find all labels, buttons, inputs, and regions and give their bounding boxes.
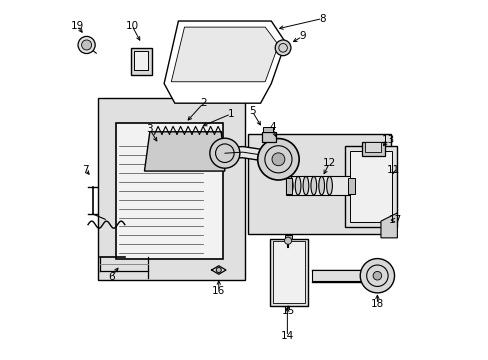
Bar [261, 132, 275, 143]
Bar [311, 270, 373, 281]
Ellipse shape [287, 176, 292, 195]
Text: 16: 16 [212, 287, 225, 296]
Text: 15: 15 [281, 306, 294, 316]
Text: 12: 12 [322, 158, 335, 168]
Polygon shape [144, 132, 224, 171]
Text: 9: 9 [299, 31, 305, 41]
Text: 2: 2 [200, 98, 206, 108]
Bar [263, 127, 272, 132]
Text: 1: 1 [227, 109, 234, 119]
Text: 11: 11 [386, 165, 400, 175]
Text: 3: 3 [146, 124, 153, 134]
Text: 14: 14 [280, 332, 293, 342]
Bar [365, 142, 381, 152]
Bar [285, 178, 291, 194]
Polygon shape [171, 27, 278, 82]
Text: 10: 10 [125, 21, 138, 31]
Bar [247, 134, 390, 234]
Text: 8: 8 [318, 14, 325, 23]
Bar [344, 146, 397, 227]
Bar [116, 123, 223, 258]
Bar [270, 239, 307, 306]
Circle shape [216, 267, 221, 273]
Ellipse shape [303, 176, 308, 195]
Bar [98, 98, 244, 280]
Circle shape [275, 40, 290, 56]
Polygon shape [380, 213, 397, 238]
Text: 18: 18 [370, 299, 383, 309]
Text: 19: 19 [71, 21, 84, 31]
Text: 5: 5 [248, 107, 255, 116]
Circle shape [257, 139, 299, 180]
Bar [349, 151, 391, 222]
Text: 17: 17 [388, 215, 401, 225]
Circle shape [360, 258, 394, 293]
Text: 4: 4 [268, 122, 275, 132]
Circle shape [81, 40, 91, 50]
Text: 13: 13 [381, 135, 394, 145]
Ellipse shape [318, 176, 324, 195]
Circle shape [372, 271, 381, 280]
Circle shape [209, 138, 240, 168]
Polygon shape [164, 21, 285, 103]
Ellipse shape [326, 176, 332, 195]
Bar [361, 142, 384, 156]
Text: 6: 6 [108, 272, 115, 282]
Bar [131, 48, 151, 75]
Text: 7: 7 [82, 165, 89, 175]
Bar [134, 51, 148, 70]
Bar [285, 176, 354, 195]
Bar [284, 235, 291, 239]
Circle shape [78, 36, 95, 54]
Circle shape [284, 237, 291, 244]
Ellipse shape [310, 176, 316, 195]
Ellipse shape [295, 176, 300, 195]
Bar [272, 242, 305, 303]
Bar [347, 178, 354, 194]
Circle shape [271, 153, 285, 166]
